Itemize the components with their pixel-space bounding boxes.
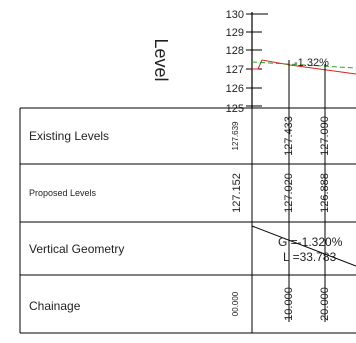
proposed-design-line [251, 61, 356, 69]
level-axis-title: Level [151, 38, 171, 81]
row-label-proposed: Proposed Levels [29, 188, 97, 198]
row-label-chainage: Chainage [29, 299, 81, 313]
proposed-value-2: 126.888 [319, 173, 331, 213]
tick-label-127: 127 [226, 64, 244, 76]
existing-ground-line [252, 59, 356, 75]
tick-label-128: 128 [226, 45, 244, 57]
tick-label-130: 130 [226, 9, 244, 21]
tick-label-129: 129 [226, 27, 244, 39]
level-axis-ticks: 130 129 128 127 126 125 [226, 9, 268, 115]
data-table [19, 107, 356, 334]
proposed-value-0: 127.152 [231, 173, 243, 213]
existing-value-1: 127.433 [283, 116, 295, 156]
grade-label: -1.32% [294, 57, 329, 69]
geometry-grade-line [251, 225, 356, 267]
existing-value-2: 127.090 [319, 116, 331, 156]
chainage-value-1: 10.000 [283, 287, 295, 321]
chainage-value-0: 00.000 [231, 291, 240, 316]
row-label-existing: Existing Levels [29, 129, 109, 143]
chainage-value-2: 20.000 [319, 287, 331, 321]
proposed-value-1: 127.020 [283, 173, 295, 213]
geometry-length: L =33.783 [283, 250, 337, 264]
tick-label-126: 126 [226, 83, 244, 95]
row-label-geometry: Vertical Geometry [29, 242, 124, 256]
geometry-grade: G =-1.320% [278, 235, 343, 249]
existing-value-0: 127.639 [231, 121, 240, 150]
tick-label-125: 125 [226, 103, 244, 115]
